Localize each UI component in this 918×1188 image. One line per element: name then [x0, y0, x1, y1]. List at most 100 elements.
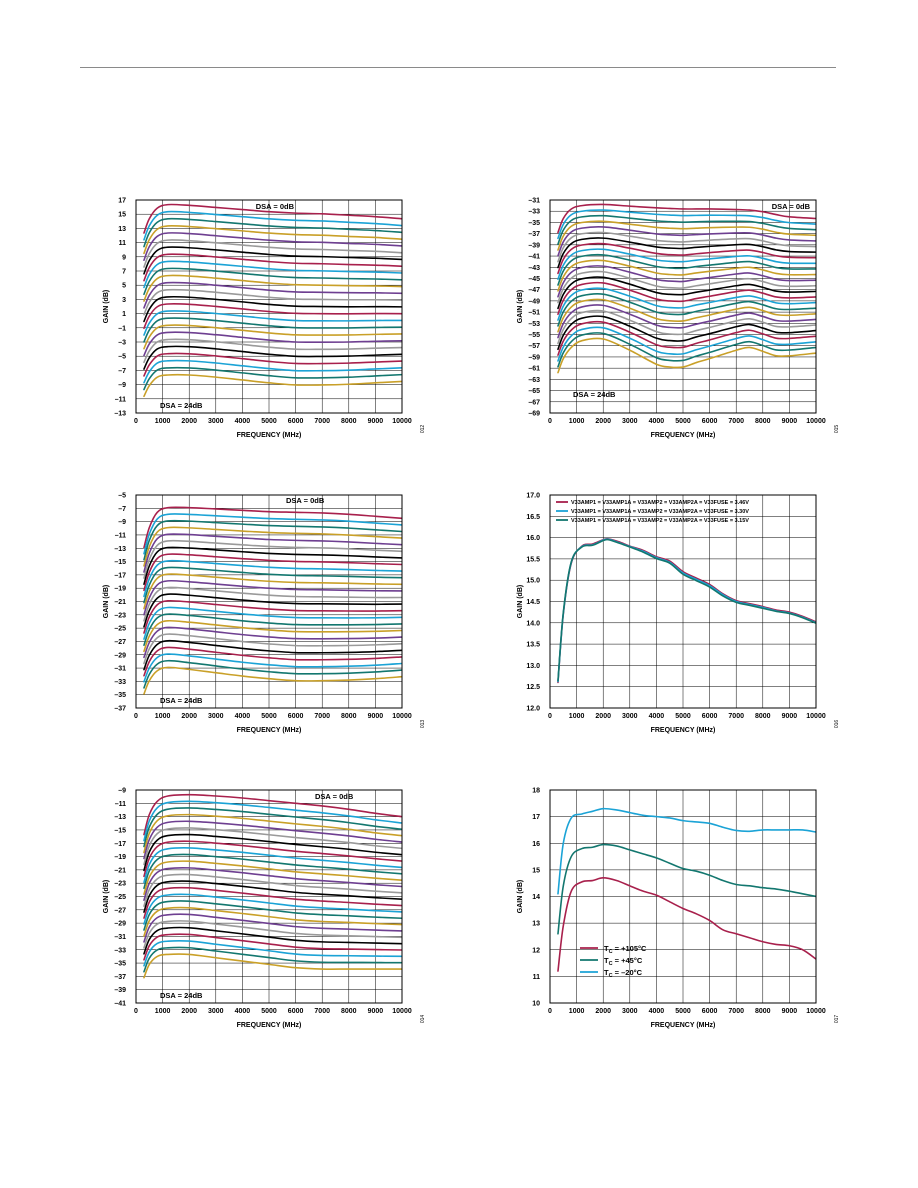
x-tick-label: 1000 [569, 1008, 585, 1015]
x-tick-label: 9000 [368, 713, 384, 720]
y-tick-label: –59 [528, 354, 540, 361]
y-tick-label: –13 [114, 411, 126, 418]
x-tick-label: 5000 [675, 418, 691, 425]
annotation-label: DSA = 0dB [286, 496, 325, 505]
series-line-dsa-step-8 [143, 847, 402, 884]
series-line-dsa-step-16 [143, 900, 402, 931]
x-tick-label: 1000 [155, 713, 171, 720]
annotation-label: DSA = 24dB [160, 401, 203, 410]
x-tick-label: 7000 [314, 1008, 330, 1015]
plot-frame [549, 494, 817, 709]
y-tick-label: 15 [118, 212, 126, 219]
x-axis-title: FREQUENCY (MHz) [651, 727, 716, 734]
series-line-dsa-step-5 [557, 231, 816, 263]
x-tick-label: 0 [548, 418, 552, 425]
y-tick-label: –53 [528, 321, 540, 328]
series-line-dsa-step-0 [143, 793, 402, 836]
series-group [557, 807, 816, 972]
x-tick-label: 3000 [622, 713, 638, 720]
x-tick-label: 10000 [392, 1008, 412, 1015]
y-tick-label: 13.5 [526, 642, 540, 649]
y-tick-label: 13 [532, 921, 540, 928]
series-line-1 [557, 538, 816, 683]
y-tick-label: 15 [532, 867, 540, 874]
series-line-dsa-step-21 [557, 320, 816, 356]
y-tick-label: 17 [118, 198, 126, 205]
series-line-0 [557, 877, 816, 972]
y-tick-label: –33 [114, 947, 126, 954]
plot-frame [135, 199, 403, 414]
x-tick-label: 4000 [649, 418, 665, 425]
y-tick-label: 16 [532, 841, 540, 848]
figure-id: 013 [420, 720, 426, 729]
chart-gain-vs-frequency-dsa-12db: 0 1000 2000 3000 4000 5000 6000 7000 8000 9000 100… [96, 190, 426, 450]
y-tick-label: –15 [114, 827, 126, 834]
x-tick-label: 10000 [806, 1008, 826, 1015]
y-tick-label: –5 [118, 354, 126, 361]
series-line-2 [557, 807, 816, 895]
x-tick-label: 2000 [595, 1008, 611, 1015]
x-tick-label: 10000 [806, 713, 826, 720]
chart-svg: 0 1000 2000 3000 4000 5000 6000 7000 8000 9000 100… [103, 198, 426, 440]
y-tick-label: 15.5 [526, 556, 540, 563]
series-line-dsa-step-14 [143, 599, 402, 634]
series-line-dsa-step-17 [143, 906, 402, 937]
x-tick-label: 5000 [261, 418, 277, 425]
y-tick-label: 1 [122, 311, 126, 318]
x-tick-label: 7000 [728, 713, 744, 720]
x-tick-label: 5000 [261, 713, 277, 720]
series-line-dsa-step-4 [557, 226, 816, 257]
y-tick-label: 12.5 [526, 684, 540, 691]
y-tick-label: –19 [114, 854, 126, 861]
x-tick-label: 7000 [728, 1008, 744, 1015]
x-tick-label: 5000 [675, 1008, 691, 1015]
plot-frame [549, 789, 817, 1004]
y-axis-title: GAIN (dB) [103, 880, 110, 913]
series-line-dsa-step-24 [557, 337, 816, 374]
series-line-dsa-step-4 [143, 820, 402, 860]
series-line-dsa-step-0 [143, 203, 402, 234]
series-line-dsa-step-20 [143, 345, 402, 370]
annotation-label: DSA = 24dB [160, 696, 203, 705]
series-line-dsa-step-12 [143, 873, 402, 907]
y-tick-label: –35 [114, 692, 126, 699]
x-tick-label: 5000 [261, 1008, 277, 1015]
y-axis-title: GAIN (dB) [517, 290, 524, 323]
series-line-dsa-step-15 [557, 287, 816, 321]
series-line-dsa-step-20 [143, 926, 402, 955]
y-tick-label: –7 [118, 368, 126, 375]
x-tick-label: 10000 [392, 713, 412, 720]
y-tick-label: –63 [528, 377, 540, 384]
y-tick-label: –19 [114, 586, 126, 593]
series-line-dsa-step-18 [557, 304, 816, 339]
y-tick-label: –69 [528, 411, 540, 418]
series-line-dsa-step-12 [143, 288, 402, 316]
x-tick-label: 2000 [595, 418, 611, 425]
x-tick-label: 9000 [368, 418, 384, 425]
y-tick-label: –11 [115, 532, 126, 539]
y-tick-label: –31 [528, 198, 540, 205]
y-axis-title: GAIN (dB) [517, 880, 524, 913]
x-tick-label: 3000 [622, 418, 638, 425]
y-tick-label: –11 [115, 396, 126, 403]
x-tick-label: 3000 [622, 1008, 638, 1015]
figure-id: 015 [834, 425, 840, 434]
y-tick-label: –9 [118, 788, 126, 795]
series-line-dsa-step-2 [557, 214, 816, 245]
x-tick-label: 0 [548, 1008, 552, 1015]
y-tick-label: –23 [114, 881, 126, 888]
series-line-dsa-step-7 [557, 242, 816, 275]
series-line-dsa-step-11 [143, 866, 402, 901]
series-line-dsa-step-3 [143, 526, 402, 567]
x-tick-label: 8000 [755, 1008, 771, 1015]
series-line-dsa-step-16 [143, 317, 402, 343]
x-tick-label: 8000 [341, 418, 357, 425]
series-line-dsa-step-17 [143, 324, 402, 350]
x-tick-label: 2000 [181, 1008, 197, 1015]
series-group [557, 537, 816, 684]
series-line-dsa-step-18 [143, 331, 402, 357]
series-line-dsa-step-6 [143, 246, 402, 275]
y-tick-label: –33 [114, 679, 126, 686]
series-line-dsa-step-10 [143, 573, 402, 610]
y-tick-label: –51 [528, 310, 540, 317]
